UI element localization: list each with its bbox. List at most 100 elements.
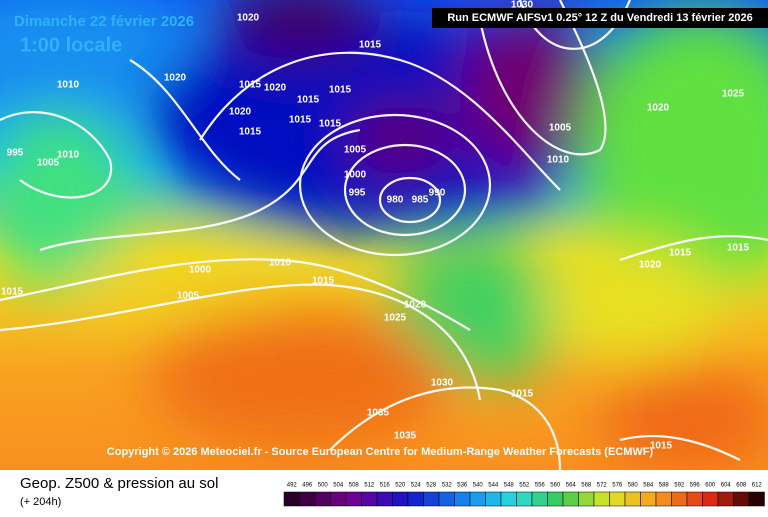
legend-swatch bbox=[609, 491, 626, 507]
legend-swatch bbox=[578, 491, 595, 507]
legend-label: 524 bbox=[411, 483, 422, 489]
isobar-label: 1020 bbox=[164, 73, 187, 84]
legend-label: 564 bbox=[566, 483, 577, 489]
legend-label: 528 bbox=[426, 483, 437, 489]
isobar-label: 1015 bbox=[727, 243, 750, 254]
legend-swatch bbox=[314, 491, 331, 507]
isobar-label: 1020 bbox=[647, 103, 670, 114]
legend-swatch bbox=[454, 491, 471, 507]
isobar-label: 1005 bbox=[549, 123, 572, 134]
forecast-time: 1:00 locale bbox=[20, 34, 122, 56]
legend-label: 588 bbox=[659, 483, 670, 489]
isobar-label: 1015 bbox=[297, 95, 320, 106]
isobar-label: 1015 bbox=[359, 40, 382, 51]
isobar-label: 1015 bbox=[329, 85, 352, 96]
isobar-label: 1010 bbox=[269, 258, 292, 269]
isobar-label: 1015 bbox=[669, 248, 692, 259]
legend-label: 572 bbox=[597, 483, 608, 489]
legend-swatch bbox=[593, 491, 610, 507]
legend-label: 516 bbox=[380, 483, 391, 489]
color-legend: 492 496 500 504 508 512 516 520 524 528 532 536 540 5… bbox=[283, 483, 765, 507]
legend-label: 512 bbox=[364, 483, 375, 489]
legend-swatch bbox=[500, 491, 517, 507]
isobar-label: 1020 bbox=[639, 260, 662, 271]
legend-label: 560 bbox=[550, 483, 561, 489]
legend-swatch bbox=[531, 491, 548, 507]
legend-label: 576 bbox=[612, 483, 623, 489]
legend-swatch bbox=[516, 491, 533, 507]
legend-swatch bbox=[748, 491, 765, 507]
isobar-label: 1015 bbox=[319, 119, 342, 130]
isobar-label: 1000 bbox=[189, 265, 212, 276]
isobar-label: 1010 bbox=[57, 150, 80, 161]
legend-swatch bbox=[655, 491, 672, 507]
legend-swatch bbox=[686, 491, 703, 507]
legend-label: 548 bbox=[504, 483, 515, 489]
legend-label: 520 bbox=[395, 483, 406, 489]
legend-swatch bbox=[547, 491, 564, 507]
footer-title: Geop. Z500 & pression au sol bbox=[20, 475, 218, 492]
isobar-label: 1015 bbox=[511, 389, 534, 400]
legend-swatch bbox=[733, 491, 750, 507]
legend-label: 580 bbox=[628, 483, 639, 489]
isobar-label: 1015 bbox=[239, 80, 262, 91]
isobar-label: 1020 bbox=[229, 107, 252, 118]
legend-label: 532 bbox=[442, 483, 453, 489]
legend-swatch bbox=[562, 491, 579, 507]
legend-label: 544 bbox=[488, 483, 499, 489]
isobar-label: 985 bbox=[412, 195, 429, 206]
legend-label: 500 bbox=[318, 483, 329, 489]
footer-subtitle: (+ 204h) bbox=[20, 496, 61, 508]
legend-label: 592 bbox=[674, 483, 685, 489]
isobar-label: 1005 bbox=[344, 145, 367, 156]
isobar-label: 995 bbox=[7, 148, 24, 159]
legend-label: 556 bbox=[535, 483, 546, 489]
isobar-label: 995 bbox=[349, 188, 366, 199]
forecast-date: Dimanche 22 février 2026 bbox=[14, 13, 194, 30]
legend-swatch bbox=[392, 491, 409, 507]
isobar-label: 1015 bbox=[650, 441, 673, 452]
isobar-label: 1015 bbox=[312, 276, 335, 287]
legend-swatch bbox=[702, 491, 719, 507]
isobar-label: 1000 bbox=[344, 170, 367, 181]
isobar-label: 1020 bbox=[404, 300, 427, 311]
legend-swatch bbox=[330, 491, 347, 507]
isobar-label: 1035 bbox=[394, 431, 417, 442]
isobar-label: 1030 bbox=[431, 378, 454, 389]
legend-swatch bbox=[438, 491, 455, 507]
legend-label: 608 bbox=[736, 483, 747, 489]
isobar-label: 1015 bbox=[289, 115, 312, 126]
isobar-label: 1015 bbox=[1, 287, 24, 298]
legend-label: 596 bbox=[690, 483, 701, 489]
legend-label: 536 bbox=[457, 483, 468, 489]
legend-label: 508 bbox=[349, 483, 360, 489]
legend-label: 492 bbox=[287, 483, 298, 489]
legend-swatch bbox=[283, 491, 300, 507]
legend-label: 552 bbox=[519, 483, 530, 489]
legend-label: 540 bbox=[473, 483, 484, 489]
legend-label: 604 bbox=[721, 483, 732, 489]
legend-swatch bbox=[407, 491, 424, 507]
legend-swatch bbox=[671, 491, 688, 507]
legend-label: 504 bbox=[333, 483, 344, 489]
isobar-label: 1020 bbox=[264, 83, 287, 94]
copyright: Copyright © 2026 Meteociel.fr - Source E… bbox=[107, 446, 654, 458]
run-info: Run ECMWF AIFSv1 0.25° 12 Z du Vendredi … bbox=[447, 12, 752, 24]
isobar-label: 1025 bbox=[722, 89, 745, 100]
isobar-label: 1020 bbox=[237, 13, 260, 24]
legend-swatch bbox=[717, 491, 734, 507]
legend-swatch bbox=[640, 491, 657, 507]
isobar-label: 980 bbox=[387, 195, 404, 206]
legend-label: 568 bbox=[581, 483, 592, 489]
legend-swatch bbox=[485, 491, 502, 507]
isobar-label: 1030 bbox=[511, 0, 534, 11]
legend-swatch bbox=[299, 491, 316, 507]
isobar-label: 1025 bbox=[384, 313, 407, 324]
legend-swatch bbox=[469, 491, 486, 507]
legend-swatch bbox=[345, 491, 362, 507]
isobar-label: 1005 bbox=[177, 291, 200, 302]
isobar-label: 1005 bbox=[37, 158, 60, 169]
